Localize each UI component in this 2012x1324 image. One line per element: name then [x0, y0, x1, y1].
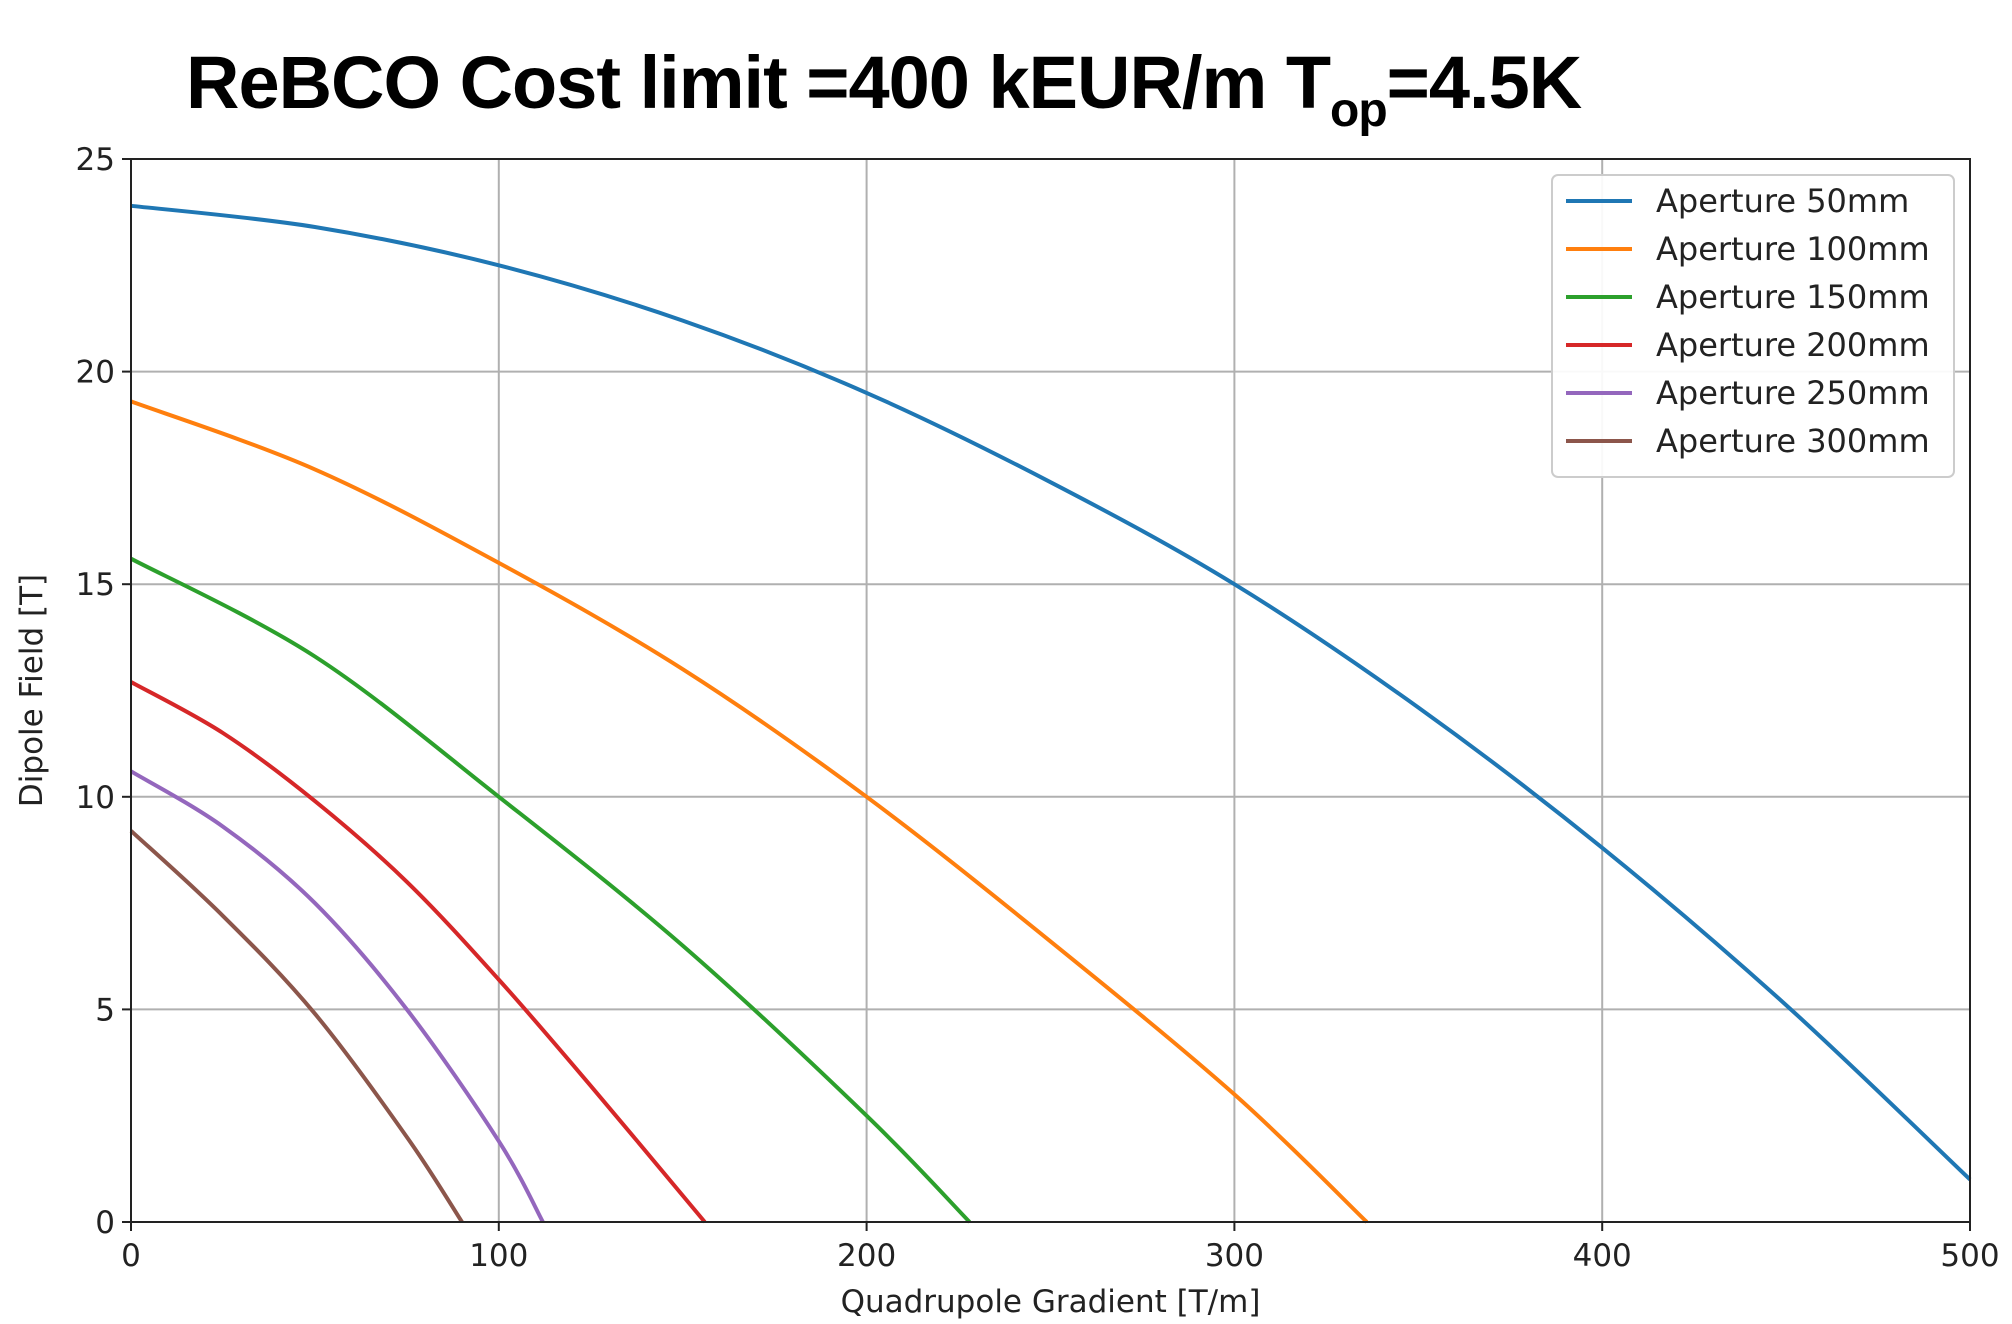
series-line-3 [130, 556, 972, 1224]
x-tick-label: 300 [1205, 1238, 1264, 1274]
y-tick-label: 20 [76, 355, 115, 391]
legend-entry: Aperture 300mm [1656, 422, 1930, 460]
series-line-6 [129, 829, 464, 1224]
legend-entry: Aperture 200mm [1656, 326, 1930, 364]
x-axis-label: Quadrupole Gradient [T/m] [841, 1284, 1261, 1320]
legend-entry: Aperture 150mm [1656, 278, 1930, 316]
series-line-4 [130, 680, 707, 1224]
series-line-5 [129, 769, 545, 1223]
legend-entry: Aperture 100mm [1656, 230, 1930, 268]
y-tick-label: 0 [95, 1205, 115, 1241]
x-tick-label: 500 [1940, 1238, 1999, 1274]
chart-title: ReBCO Cost limit =400 kEUR/m Top=4.5K [186, 41, 1582, 137]
x-tick-label: 0 [121, 1238, 141, 1274]
x-tick-label: 400 [1573, 1238, 1632, 1274]
series-line-1 [130, 203, 1972, 1181]
y-tick-label: 15 [76, 567, 115, 603]
y-tick-label: 10 [76, 780, 115, 816]
x-tick-label: 100 [469, 1238, 528, 1274]
y-axis-label: Dipole Field [T] [14, 574, 50, 807]
legend-entry: Aperture 50mm [1656, 182, 1909, 220]
plot-frame [130, 158, 1971, 1223]
series-lines [129, 203, 1972, 1224]
legend-box [1551, 174, 1955, 478]
x-tick-label: 200 [837, 1238, 896, 1274]
y-tick-label: 25 [76, 142, 115, 178]
legend: Aperture 50mm Aperture 100mm Aperture 150m… [1551, 174, 1955, 478]
y-tick-label: 5 [95, 992, 115, 1028]
series-line-2 [130, 399, 1369, 1224]
legend-entry: Aperture 250mm [1656, 374, 1930, 412]
ticks: 0 100 200 300 400 500 0 5 10 15 20 25 [76, 142, 2000, 1274]
